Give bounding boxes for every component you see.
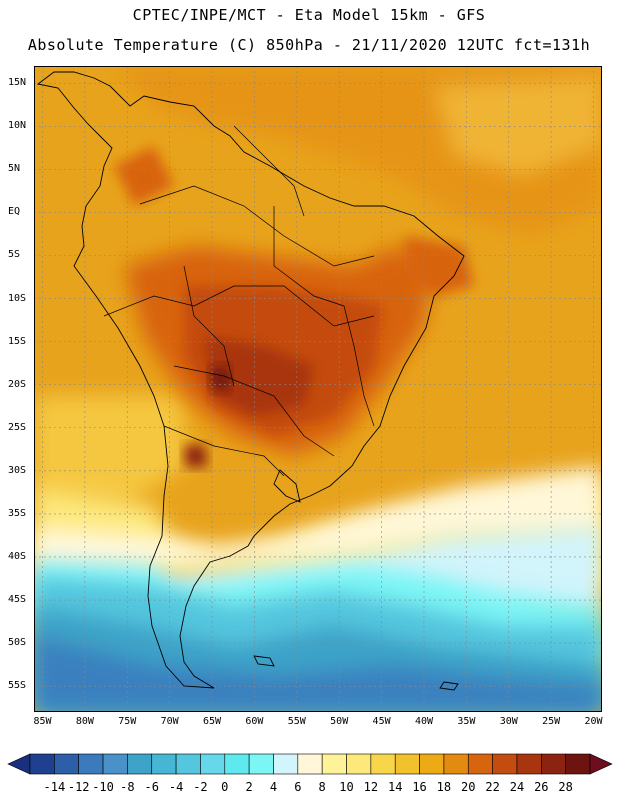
latitude-label: 45S [8, 594, 27, 606]
latitude-label: 15S [8, 335, 27, 347]
latitude-label: 5N [8, 163, 21, 175]
longitude-label: 45W [372, 716, 391, 727]
temperature-map [34, 66, 602, 712]
colorbar-swatch [224, 753, 250, 775]
colorbar-tick-label: -10 [92, 780, 114, 794]
coastlines [36, 71, 465, 691]
colorbar-swatch [54, 753, 79, 775]
colorbar-swatch [200, 753, 226, 775]
colorbar-tick-label: 20 [461, 780, 476, 794]
colorbar-swatch [394, 753, 420, 775]
colorbar-swatch [443, 753, 469, 775]
colorbar-tick-label: 6 [294, 780, 302, 794]
colorbar-swatch [516, 753, 542, 775]
latitude-label: 30S [8, 464, 27, 476]
colorbar-tick-label: -12 [67, 780, 90, 794]
longitude-label: 35W [457, 716, 476, 727]
country-borders [103, 125, 375, 477]
chart-title-line2: Absolute Temperature (C) 850hPa - 21/11/… [27, 36, 591, 54]
colorbar-tick-label: 4 [269, 780, 278, 794]
latitude-label: 5S [8, 249, 21, 261]
colorbar-tick-label: 2 [245, 780, 253, 794]
colorbar-swatch [419, 753, 445, 775]
colorbar-swatch [321, 753, 347, 775]
colorbar-swatch [297, 753, 323, 775]
longitude-label: 65W [202, 716, 222, 727]
longitude-label: 30W [499, 716, 518, 727]
colorbar-tick-label: 12 [363, 780, 379, 794]
colorbar-swatch [273, 753, 299, 775]
longitude-label: 55W [287, 716, 306, 727]
latitude-label: 25S [8, 421, 27, 433]
longitude-label: 70W [160, 716, 179, 727]
colorbar-tick-label: 16 [412, 780, 427, 794]
latitude-label: 10S [8, 292, 27, 304]
colorbar-swatch [492, 753, 518, 775]
map-frame [34, 66, 602, 712]
longitude-label: 60W [245, 716, 264, 727]
longitude-label: 25W [542, 716, 561, 727]
colorbar-tick-label: -2 [193, 780, 208, 794]
colorbar-tick-label: -4 [168, 780, 184, 794]
colorbar-max-arrow [589, 753, 613, 775]
colorbar-tick-label: 24 [509, 780, 525, 794]
latitude-label: EQ [8, 206, 21, 218]
colorbar-tick-label: 0 [221, 780, 229, 794]
longitude-label: 75W [118, 716, 137, 727]
longitude-label: 85W [33, 716, 52, 727]
colorbar-tick-label: -8 [120, 780, 135, 794]
colorbar-swatch [127, 753, 153, 775]
colorbar-swatch [175, 753, 201, 775]
colorbar-swatch [541, 753, 566, 775]
colorbar [7, 753, 613, 775]
colorbar-swatch [151, 753, 177, 775]
latitude-label: 35S [8, 507, 27, 519]
longitude-label: 40W [414, 716, 433, 727]
colorbar-min-arrow [7, 753, 31, 775]
colorbar-tick-label: 8 [318, 780, 326, 794]
latitude-label: 55S [8, 680, 27, 692]
chart-title-line1: CPTEC/INPE/MCT - Eta Model 15km - GFS [132, 6, 486, 24]
colorbar-swatch [248, 753, 274, 775]
latitude-label: 50S [8, 637, 27, 649]
longitude-label: 20W [584, 716, 603, 727]
longitude-label: 50W [330, 716, 349, 727]
temperature-field [34, 66, 602, 712]
longitude-label: 80W [75, 716, 94, 727]
colorbar-tick-label: 28 [558, 780, 573, 794]
colorbar-swatch [370, 753, 396, 775]
colorbar-swatch [102, 753, 128, 775]
colorbar-tick-label: -6 [144, 780, 159, 794]
colorbar-swatch [29, 753, 55, 775]
colorbar-swatch [78, 753, 104, 775]
colorbar-swatch [346, 753, 372, 775]
colorbar-swatch [565, 753, 591, 775]
colorbar-tick-label: -14 [43, 780, 66, 794]
map-panel [34, 66, 602, 712]
colorbar-tick-label: 18 [436, 780, 452, 794]
latitude-label: 10N [8, 120, 27, 132]
latitude-label: 15N [8, 77, 27, 89]
colorbar-swatch [467, 753, 493, 775]
colorbar-tick-label: 22 [485, 780, 500, 794]
latitude-label: 40S [8, 550, 27, 562]
latitude-label: 20S [8, 378, 27, 390]
colorbar-tick-label: 14 [387, 780, 403, 794]
colorbar-tick-label: 26 [534, 780, 549, 794]
colorbar-tick-label: 10 [339, 780, 354, 794]
